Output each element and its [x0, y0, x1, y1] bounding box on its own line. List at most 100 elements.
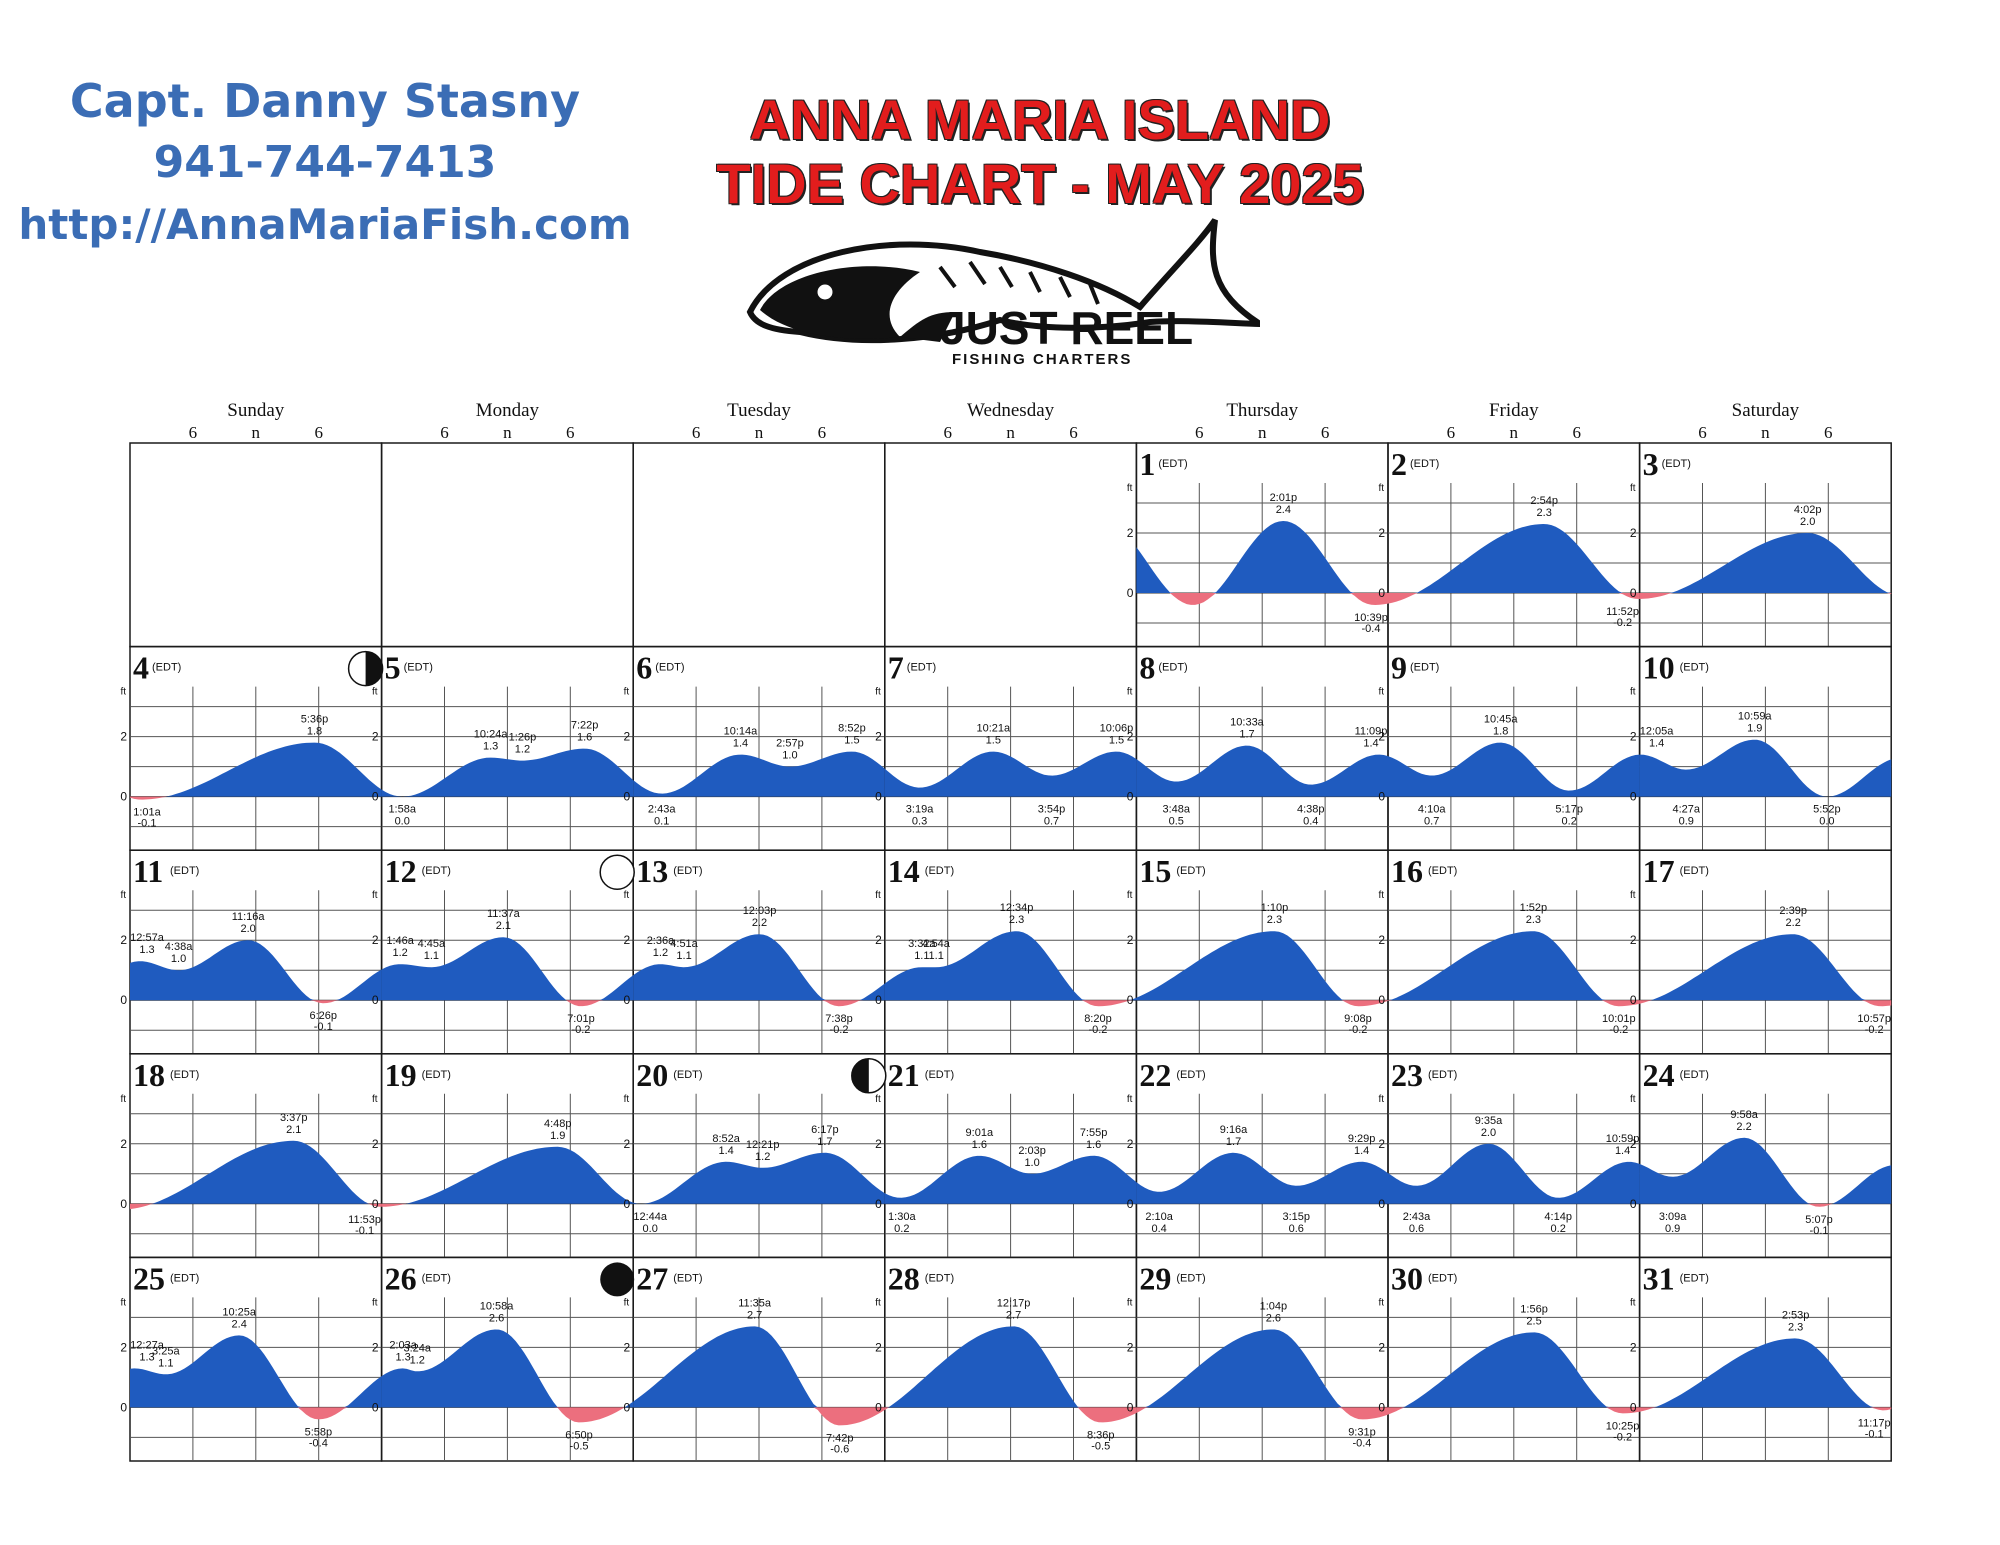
tide-time-label: 10:39p: [1354, 612, 1388, 624]
tz-label: (EDT): [422, 1069, 451, 1081]
tide-time-label: 2:10a: [1145, 1211, 1173, 1223]
tide-time-label: 5:17p: [1555, 804, 1583, 816]
tide-time-label: 4:38a: [165, 941, 193, 953]
tide-time-label: 9:01a: [966, 1127, 994, 1139]
tide-height-label: 1.4: [1354, 1145, 1369, 1157]
tide-height-label: -0.2: [830, 1024, 849, 1036]
axis-tick-label: 2: [624, 1137, 631, 1151]
contact-block: Capt. Danny Stasny 941-744-7413 http://A…: [0, 70, 650, 256]
tide-time-label: 3:32a: [908, 938, 936, 950]
tz-label: (EDT): [907, 662, 936, 674]
full-moon-icon: [599, 854, 635, 890]
axis-unit-label: ft: [1378, 1094, 1384, 1105]
tide-height-label: 0.3: [912, 816, 927, 828]
tide-area-low: [1388, 593, 1640, 604]
tide-time-label: 3:15p: [1283, 1211, 1311, 1223]
axis-unit-label: ft: [1127, 483, 1133, 494]
axis-tick-label: 0: [1378, 1400, 1385, 1414]
tide-area-high: [1136, 1152, 1388, 1204]
axis-unit-label: ft: [372, 1297, 378, 1308]
tide-height-label: 0.2: [1551, 1223, 1566, 1235]
axis-unit-label: ft: [120, 890, 126, 901]
tide-area-high: [1388, 742, 1640, 797]
weekday-header: Saturday: [1732, 400, 1800, 421]
axis-unit-label: ft: [1630, 890, 1636, 901]
tide-time-label: 1:52p: [1520, 902, 1548, 914]
axis-tick-label: 0: [624, 1400, 631, 1414]
tide-time-label: 7:38p: [825, 1013, 853, 1025]
tide-time-label: 12:05a: [1640, 726, 1675, 738]
axis-tick-label: 2: [1630, 730, 1637, 744]
axis-tick-label: 0: [1630, 790, 1637, 804]
axis-tick-label: 2: [875, 933, 882, 947]
hour-tick-label: 6: [1698, 423, 1707, 442]
axis-tick-label: 0: [1127, 993, 1134, 1007]
tide-time-label: 12:34p: [1000, 902, 1034, 914]
tide-time-label: 10:25p: [1606, 1420, 1640, 1432]
tide-area-low: [130, 1000, 382, 1004]
tide-time-label: 10:25a: [222, 1306, 257, 1318]
weekday-header: Sunday: [227, 400, 285, 421]
axis-unit-label: ft: [1127, 890, 1133, 901]
empty-day-cell: [884, 442, 1138, 648]
tide-time-label: 3:48a: [1162, 804, 1190, 816]
axis-unit-label: ft: [1378, 890, 1384, 901]
tide-height-label: 2.0: [1800, 516, 1815, 528]
tide-height-label: 1.7: [1226, 1136, 1241, 1148]
tide-time-label: 9:08p: [1344, 1013, 1372, 1025]
tide-time-label: 2:54p: [1530, 495, 1558, 507]
axis-tick-label: 0: [372, 993, 379, 1007]
tide-time-label: 1:26p: [509, 732, 537, 744]
tide-height-label: 0.1: [654, 816, 669, 828]
tide-height-label: 1.3: [395, 1351, 410, 1363]
tide-time-label: 4:48p: [544, 1118, 572, 1130]
tide-area-high: [633, 1326, 885, 1408]
hour-tick-label: 6: [189, 423, 198, 442]
tide-height-label: -0.5: [1091, 1440, 1110, 1452]
tide-time-label: 2:03p: [1018, 1145, 1046, 1157]
tide-time-label: 1:04p: [1260, 1300, 1288, 1312]
tide-height-label: 2.3: [1537, 507, 1552, 519]
day-number: 21: [888, 1057, 920, 1093]
tz-label: (EDT): [1410, 458, 1439, 470]
tide-height-label: 1.0: [1024, 1157, 1039, 1169]
tide-time-label: 5:52p: [1813, 804, 1841, 816]
axis-tick-label: 0: [120, 790, 127, 804]
tide-area-low: [130, 1407, 382, 1420]
captain-name: Capt. Danny Stasny: [69, 74, 581, 128]
tide-area-low: [884, 1000, 1137, 1007]
tide-time-label: 2:39p: [1779, 905, 1807, 917]
tide-time-label: 11:35a: [738, 1297, 772, 1309]
axis-tick-label: 0: [1378, 993, 1385, 1007]
tide-area-high: [1388, 524, 1640, 593]
tide-area-low: [381, 1407, 634, 1423]
weekday-header: Tuesday: [727, 400, 791, 421]
axis-tick-label: 0: [1127, 1400, 1134, 1414]
axis-unit-label: ft: [1630, 1297, 1636, 1308]
tide-area-low: [884, 1407, 1137, 1423]
tide-time-label: 1:58a: [388, 804, 416, 816]
hour-tick-label: n: [1006, 423, 1015, 442]
tide-height-label: 1.4: [1363, 738, 1378, 750]
tide-time-label: 9:29p: [1348, 1133, 1376, 1145]
tide-height-label: 0.4: [1151, 1223, 1166, 1235]
tz-label: (EDT): [170, 1069, 199, 1081]
tz-label: (EDT): [925, 1069, 954, 1081]
tz-label: (EDT): [422, 1272, 451, 1284]
website-link[interactable]: http://AnnaMariaFish.com: [18, 200, 632, 249]
tide-height-label: 1.2: [410, 1354, 425, 1366]
hour-tick-label: 6: [943, 423, 952, 442]
axis-tick-label: 2: [120, 1340, 127, 1354]
tide-time-label: 4:27a: [1672, 804, 1700, 816]
tide-area-high: [381, 1329, 634, 1408]
tide-height-label: 1.5: [986, 735, 1001, 747]
tide-height-label: 2.2: [1736, 1121, 1751, 1133]
tide-area-high: [1136, 1329, 1388, 1408]
tide-area-low: [381, 1000, 634, 1007]
axis-unit-label: ft: [1630, 1094, 1636, 1105]
tide-height-label: 0.0: [1819, 816, 1834, 828]
axis-unit-label: ft: [624, 687, 630, 698]
tide-time-label: 10:14a: [724, 726, 759, 738]
hour-tick-label: 6: [1572, 423, 1581, 442]
